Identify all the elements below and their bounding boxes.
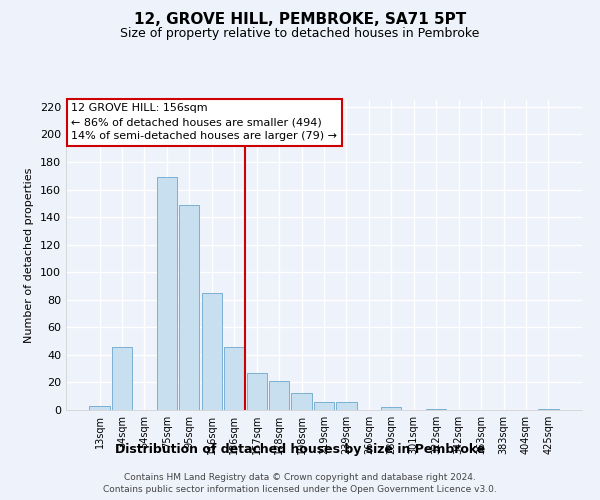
Bar [337, 402, 356, 410]
Text: Contains HM Land Registry data © Crown copyright and database right 2024.: Contains HM Land Registry data © Crown c… [124, 472, 476, 482]
Bar [157, 177, 177, 410]
Bar [381, 407, 401, 410]
Bar [179, 204, 199, 410]
Bar [112, 346, 132, 410]
Bar [247, 373, 267, 410]
Text: 12, GROVE HILL, PEMBROKE, SA71 5PT: 12, GROVE HILL, PEMBROKE, SA71 5PT [134, 12, 466, 28]
Bar [224, 346, 244, 410]
Bar [89, 406, 110, 410]
Y-axis label: Number of detached properties: Number of detached properties [25, 168, 34, 342]
Text: Distribution of detached houses by size in Pembroke: Distribution of detached houses by size … [115, 442, 485, 456]
Bar [314, 402, 334, 410]
Bar [292, 394, 311, 410]
Text: Size of property relative to detached houses in Pembroke: Size of property relative to detached ho… [121, 28, 479, 40]
Text: Contains public sector information licensed under the Open Government Licence v3: Contains public sector information licen… [103, 485, 497, 494]
Bar [202, 293, 222, 410]
Bar [538, 408, 559, 410]
Bar [269, 381, 289, 410]
Text: 12 GROVE HILL: 156sqm
← 86% of detached houses are smaller (494)
14% of semi-det: 12 GROVE HILL: 156sqm ← 86% of detached … [71, 103, 337, 141]
Bar [426, 408, 446, 410]
